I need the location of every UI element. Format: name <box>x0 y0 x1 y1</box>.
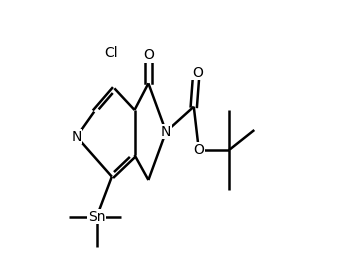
Text: O: O <box>143 48 154 62</box>
Text: Cl: Cl <box>104 46 117 60</box>
Text: N: N <box>71 130 82 144</box>
Text: O: O <box>193 143 204 157</box>
Text: Sn: Sn <box>88 210 105 224</box>
Text: O: O <box>192 66 203 80</box>
Text: N: N <box>161 125 171 139</box>
